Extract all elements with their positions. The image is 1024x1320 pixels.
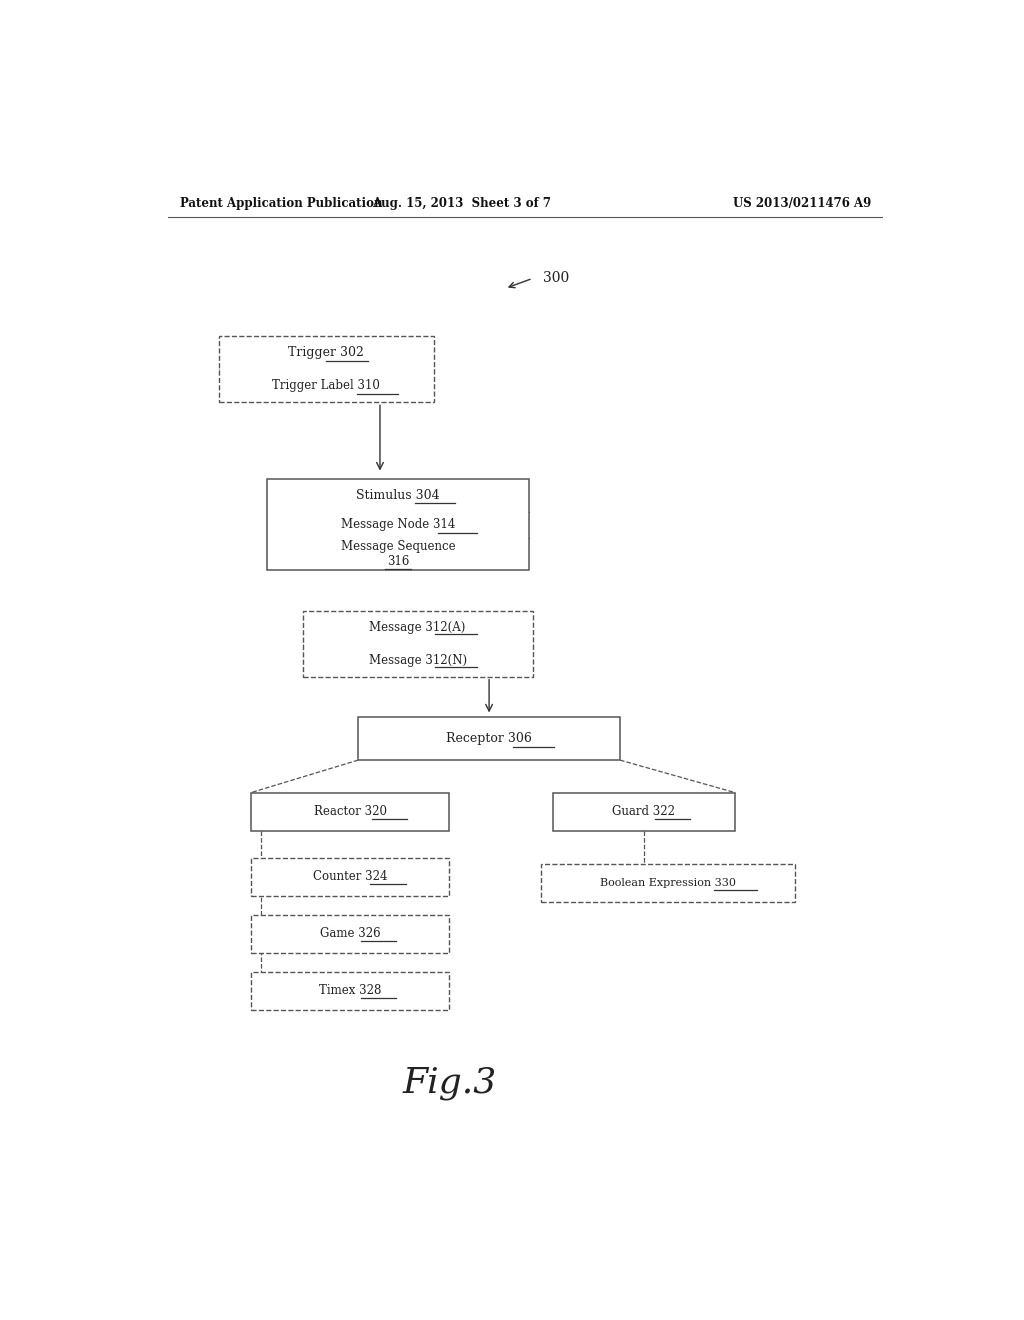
Bar: [251, 915, 450, 953]
Text: Message Sequence: Message Sequence: [341, 540, 455, 553]
Text: Patent Application Publication: Patent Application Publication: [179, 197, 382, 210]
Text: Stimulus 304: Stimulus 304: [356, 488, 439, 502]
Bar: [251, 792, 450, 832]
Text: US 2013/0211476 A9: US 2013/0211476 A9: [733, 197, 871, 210]
Text: Message Node 314: Message Node 314: [341, 517, 455, 531]
Text: 316: 316: [387, 554, 409, 568]
Text: Timex 328: Timex 328: [319, 985, 381, 998]
Bar: [553, 792, 735, 832]
Bar: [251, 858, 450, 896]
Text: Reactor 320: Reactor 320: [313, 805, 387, 818]
Bar: [358, 718, 621, 760]
Text: Guard 322: Guard 322: [612, 805, 676, 818]
Text: Fig.3: Fig.3: [402, 1067, 497, 1101]
Text: Message 312(N): Message 312(N): [369, 653, 467, 667]
Text: Aug. 15, 2013  Sheet 3 of 7: Aug. 15, 2013 Sheet 3 of 7: [372, 197, 551, 210]
Bar: [251, 972, 450, 1010]
Text: Receptor 306: Receptor 306: [446, 733, 532, 746]
Text: 300: 300: [544, 272, 569, 285]
Bar: [267, 479, 528, 570]
Text: Game 326: Game 326: [319, 928, 381, 940]
Text: Message 312(A): Message 312(A): [370, 620, 466, 634]
Text: Trigger 302: Trigger 302: [289, 346, 365, 359]
Bar: [219, 337, 433, 403]
Bar: [541, 863, 795, 903]
Text: Counter 324: Counter 324: [313, 870, 387, 883]
Text: Boolean Expression 330: Boolean Expression 330: [600, 878, 735, 888]
Text: Trigger Label 310: Trigger Label 310: [272, 379, 380, 392]
Bar: [303, 611, 532, 677]
